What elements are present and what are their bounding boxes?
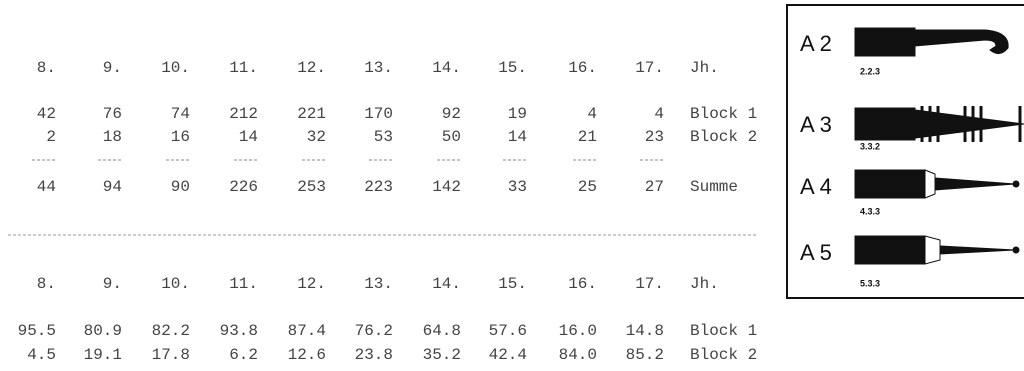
cell: 25	[578, 178, 597, 196]
cell: 18	[103, 128, 122, 146]
cell: 93.8	[220, 322, 258, 340]
cell: 4.5	[27, 346, 56, 364]
header-cell: 16.	[568, 59, 597, 77]
cell: 4	[587, 105, 597, 123]
cell-label: Summe	[690, 178, 738, 196]
header-cell: 17.	[635, 59, 664, 77]
cell: 17.8	[152, 346, 190, 364]
cell: 4	[654, 105, 664, 123]
cell: 33	[508, 178, 527, 196]
cell: 76.2	[355, 322, 393, 340]
figure-box	[786, 4, 1024, 299]
cell: 92	[442, 105, 461, 123]
header-cell: 14.	[432, 275, 461, 293]
cell: 80.9	[84, 322, 122, 340]
cell-label: Block 1	[690, 105, 757, 123]
cell: 23	[645, 128, 664, 146]
cell: 170	[364, 105, 393, 123]
cell: 42	[37, 105, 56, 123]
cell: 16.0	[559, 322, 597, 340]
cell: 74	[171, 105, 190, 123]
cell: 221	[297, 105, 326, 123]
header-cell: 11.	[229, 275, 258, 293]
cell: 212	[229, 105, 258, 123]
cell: 87.4	[288, 322, 326, 340]
tool-code: 4.3.3	[860, 206, 880, 216]
header-cell: 11.	[229, 59, 258, 77]
tool-label: A 3	[800, 112, 832, 137]
cell: 223	[364, 178, 393, 196]
cell: 2	[46, 128, 56, 146]
cell-label: Block 1	[690, 322, 757, 340]
header-cell: 10.	[161, 275, 190, 293]
cell-label: Block 2	[690, 346, 757, 364]
cell: 42.4	[489, 346, 527, 364]
header-cell-label: Jh.	[690, 59, 719, 77]
cell: 82.2	[152, 322, 190, 340]
header-cell: 13.	[364, 59, 393, 77]
header-cell: 8.	[37, 275, 56, 293]
cell: 14.8	[626, 322, 664, 340]
tool-drawings	[854, 27, 1024, 265]
header-cell: 15.	[498, 275, 527, 293]
tool-code: 2.2.3	[860, 66, 880, 76]
cell: 85.2	[626, 346, 664, 364]
cell: 253	[297, 178, 326, 196]
header-cell: 16.	[568, 275, 597, 293]
header-cell: 9.	[103, 275, 122, 293]
cell: 21	[578, 128, 597, 146]
cell: 76	[103, 105, 122, 123]
cell: 19.1	[84, 346, 122, 364]
cell: 12.6	[288, 346, 326, 364]
cell: 32	[307, 128, 326, 146]
tool-code: 3.3.2	[860, 141, 880, 151]
cell: 16	[171, 128, 190, 146]
header-cell: 10.	[161, 59, 190, 77]
header-cell-label: Jh.	[690, 275, 719, 293]
cell: 53	[374, 128, 393, 146]
tool-label: A 5	[800, 240, 832, 265]
header-cell: 8.	[37, 59, 56, 77]
tool-label: A 4	[800, 174, 832, 199]
cell: 14	[239, 128, 258, 146]
cell: 19	[508, 105, 527, 123]
cell: 94	[103, 178, 122, 196]
cell: 142	[432, 178, 461, 196]
cell: 95.5	[18, 322, 56, 340]
cell-label: Block 2	[690, 128, 757, 146]
header-cell: 17.	[635, 275, 664, 293]
cell: 57.6	[489, 322, 527, 340]
cell: 90	[171, 178, 190, 196]
header-cell: 14.	[432, 59, 461, 77]
cell: 23.8	[355, 346, 393, 364]
tool-label: A 2	[800, 31, 832, 56]
cell: 44	[37, 178, 56, 196]
header-cell: 12.	[297, 275, 326, 293]
cell: 6.2	[229, 346, 258, 364]
cell: 226	[229, 178, 258, 196]
cell: 27	[645, 178, 664, 196]
header-cell: 15.	[498, 59, 527, 77]
header-cell: 13.	[364, 275, 393, 293]
tool-code: 5.3.3	[860, 278, 880, 288]
cell: 84.0	[559, 346, 597, 364]
cell: 50	[442, 128, 461, 146]
cell: 64.8	[423, 322, 461, 340]
header-cell: 12.	[297, 59, 326, 77]
cell: 35.2	[423, 346, 461, 364]
header-cell: 9.	[103, 59, 122, 77]
cell: 14	[508, 128, 527, 146]
